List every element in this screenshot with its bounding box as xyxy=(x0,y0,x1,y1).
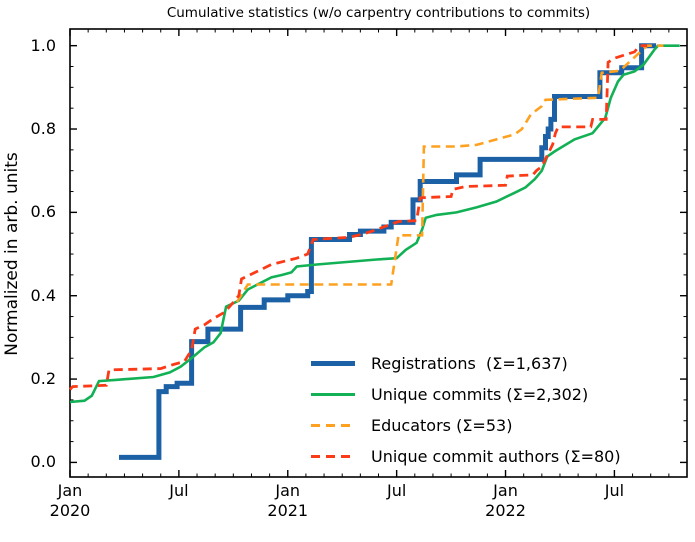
chart-title: Cumulative statistics (w/o carpentry con… xyxy=(166,5,591,21)
unique-commits-line-swatch xyxy=(311,393,355,396)
legend-label: Unique commit authors (Σ=80) xyxy=(371,447,621,466)
y-tick-label: 0.4 xyxy=(30,285,56,305)
legend: Registrations (Σ=1,637) Unique commits (… xyxy=(311,348,621,472)
x-tick-label: Jul xyxy=(386,481,407,500)
legend-item-registrations: Registrations (Σ=1,637) xyxy=(311,348,621,379)
legend-label: Educators (Σ=53) xyxy=(371,416,513,435)
legend-item-unique-commits: Unique commits (Σ=2,302) xyxy=(311,379,621,410)
x-tick-label: Jan 2021 xyxy=(267,481,309,520)
unique-commit-authors-line-swatch xyxy=(311,455,355,458)
legend-item-unique-commit-authors: Unique commit authors (Σ=80) xyxy=(311,441,621,472)
legend-label: Registrations (Σ=1,637) xyxy=(371,354,568,373)
x-tick-label: Jan 2020 xyxy=(49,481,91,520)
x-tick-label: Jul xyxy=(169,481,189,500)
y-tick-label: 1.0 xyxy=(30,35,56,55)
registrations-line-swatch xyxy=(311,361,355,366)
x-tick-label: Jan 2022 xyxy=(485,481,526,520)
y-tick-label: 0.6 xyxy=(30,202,56,222)
y-tick-label: 0.0 xyxy=(30,452,56,472)
y-tick-label: 0.8 xyxy=(30,119,56,139)
legend-label: Unique commits (Σ=2,302) xyxy=(371,385,589,404)
legend-item-educators: Educators (Σ=53) xyxy=(311,410,621,441)
educators-line-swatch xyxy=(311,424,355,427)
y-axis-label: Normalized in arb. units xyxy=(2,152,22,356)
x-tick-label: Jul xyxy=(604,481,625,500)
y-tick-label: 0.2 xyxy=(30,369,56,389)
